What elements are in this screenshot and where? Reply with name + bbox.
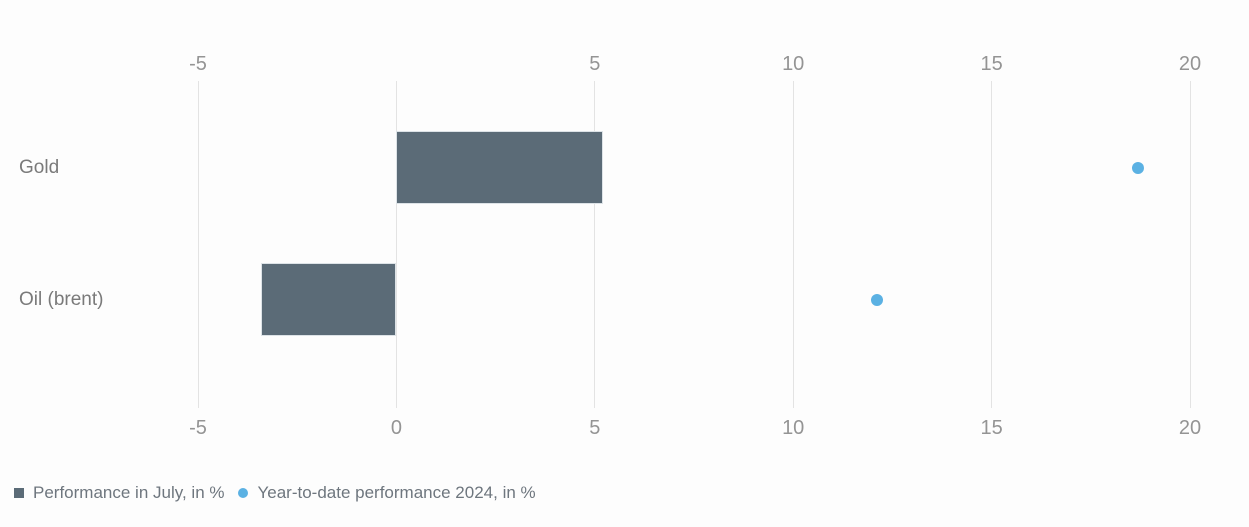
category-label-oil-brent: Oil (brent) [19,288,104,310]
gridline-15 [991,81,993,408]
dot-gold [1132,161,1145,174]
gridline-10 [792,81,794,408]
bottom-axis-label-5: 5 [589,417,601,439]
bottom-axis-label--5: -5 [189,417,207,439]
top-axis-label--5: -5 [189,53,207,75]
top-axis-label-10: 10 [782,53,805,75]
legend-item-ytd-performance: Year-to-date performance 2024, in % [238,483,536,503]
legend-label-ytd-performance: Year-to-date performance 2024, in % [257,483,536,502]
gridline-5 [594,81,596,408]
gridline--5 [197,81,199,408]
bottom-axis-label-20: 20 [1178,417,1202,439]
legend-label-july-performance: Performance in July, in % [33,483,225,502]
category-label-gold: Gold [19,156,60,178]
gridline-20 [1189,81,1191,408]
bar-oil-brent [261,263,397,336]
bottom-axis-label-10: 10 [782,417,805,439]
gridline-0 [395,81,397,408]
top-axis-label-15: 15 [980,53,1003,75]
dot-oil-brent [870,293,883,306]
bar-gold [396,131,603,204]
chart-legend: Performance in July, in % Year-to-date p… [14,483,536,503]
top-axis-label-20: 20 [1178,53,1202,75]
bottom-axis-label-15: 15 [980,417,1003,439]
circle-marker-icon [238,488,249,498]
bottom-axis-label-0: 0 [390,417,402,439]
legend-item-july-performance: Performance in July, in % [14,483,224,503]
top-axis-label-5: 5 [589,53,601,75]
square-marker-icon [14,488,24,498]
